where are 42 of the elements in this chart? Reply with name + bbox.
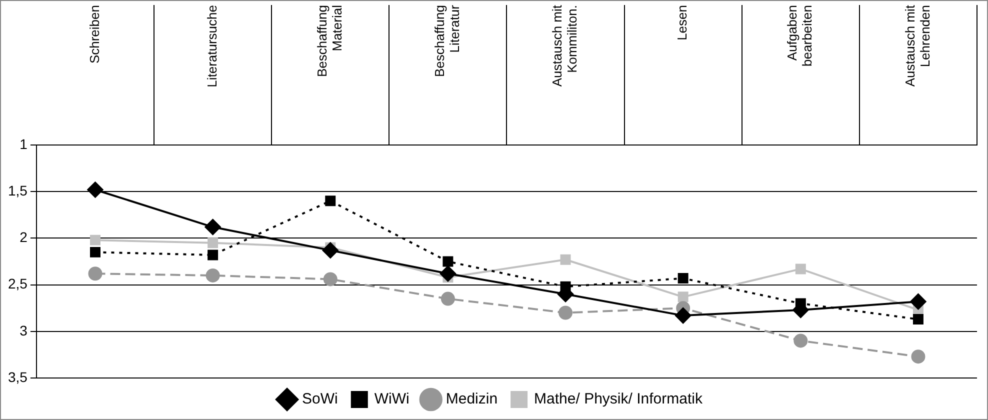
y-tick-label: 2,5 xyxy=(8,276,28,292)
point xyxy=(440,292,455,306)
point xyxy=(910,294,926,310)
point xyxy=(90,234,100,246)
y-tick-label: 1 xyxy=(20,136,28,152)
point xyxy=(678,292,688,302)
point xyxy=(678,273,688,284)
point xyxy=(440,266,456,282)
point xyxy=(90,246,100,258)
y-tick-label: 1,5 xyxy=(8,182,28,198)
x-tick-label: Austausch mit Kommiliton. xyxy=(550,4,580,87)
legend-label: Medizin xyxy=(446,390,498,408)
x-tick-label: Schreiben xyxy=(86,5,102,64)
x-tick-label: Beschaffung Literatur xyxy=(432,4,462,78)
point xyxy=(911,350,926,364)
legend-label: SoWi xyxy=(302,390,338,408)
point xyxy=(322,242,338,258)
legend-label: Mathe/ Physik/ Informatik xyxy=(534,390,703,408)
legend-label: WiWi xyxy=(374,390,410,408)
point xyxy=(323,272,338,286)
point xyxy=(675,308,692,324)
x-tick-label: Austausch mit Lehrenden xyxy=(902,4,932,87)
y-tick-label: 2 xyxy=(20,229,28,246)
x-tick-label: Aufgaben bearbeiten xyxy=(784,5,815,66)
point xyxy=(442,256,454,267)
point xyxy=(794,334,808,348)
y-tick-label: 3 xyxy=(20,322,28,338)
point xyxy=(912,314,924,325)
x-tick-label: Beschaffung Material xyxy=(314,4,344,78)
point xyxy=(87,182,104,198)
point xyxy=(204,219,221,236)
point xyxy=(208,250,218,260)
point xyxy=(795,264,806,274)
x-tick-label: Literatursuche xyxy=(204,5,220,88)
point xyxy=(560,254,571,265)
point xyxy=(206,268,220,282)
point xyxy=(325,196,336,206)
point xyxy=(88,266,102,281)
y-tick-label: 3,5 xyxy=(8,368,28,385)
x-tick-label: Lesen xyxy=(674,5,690,40)
point xyxy=(208,238,218,248)
point xyxy=(558,306,573,320)
